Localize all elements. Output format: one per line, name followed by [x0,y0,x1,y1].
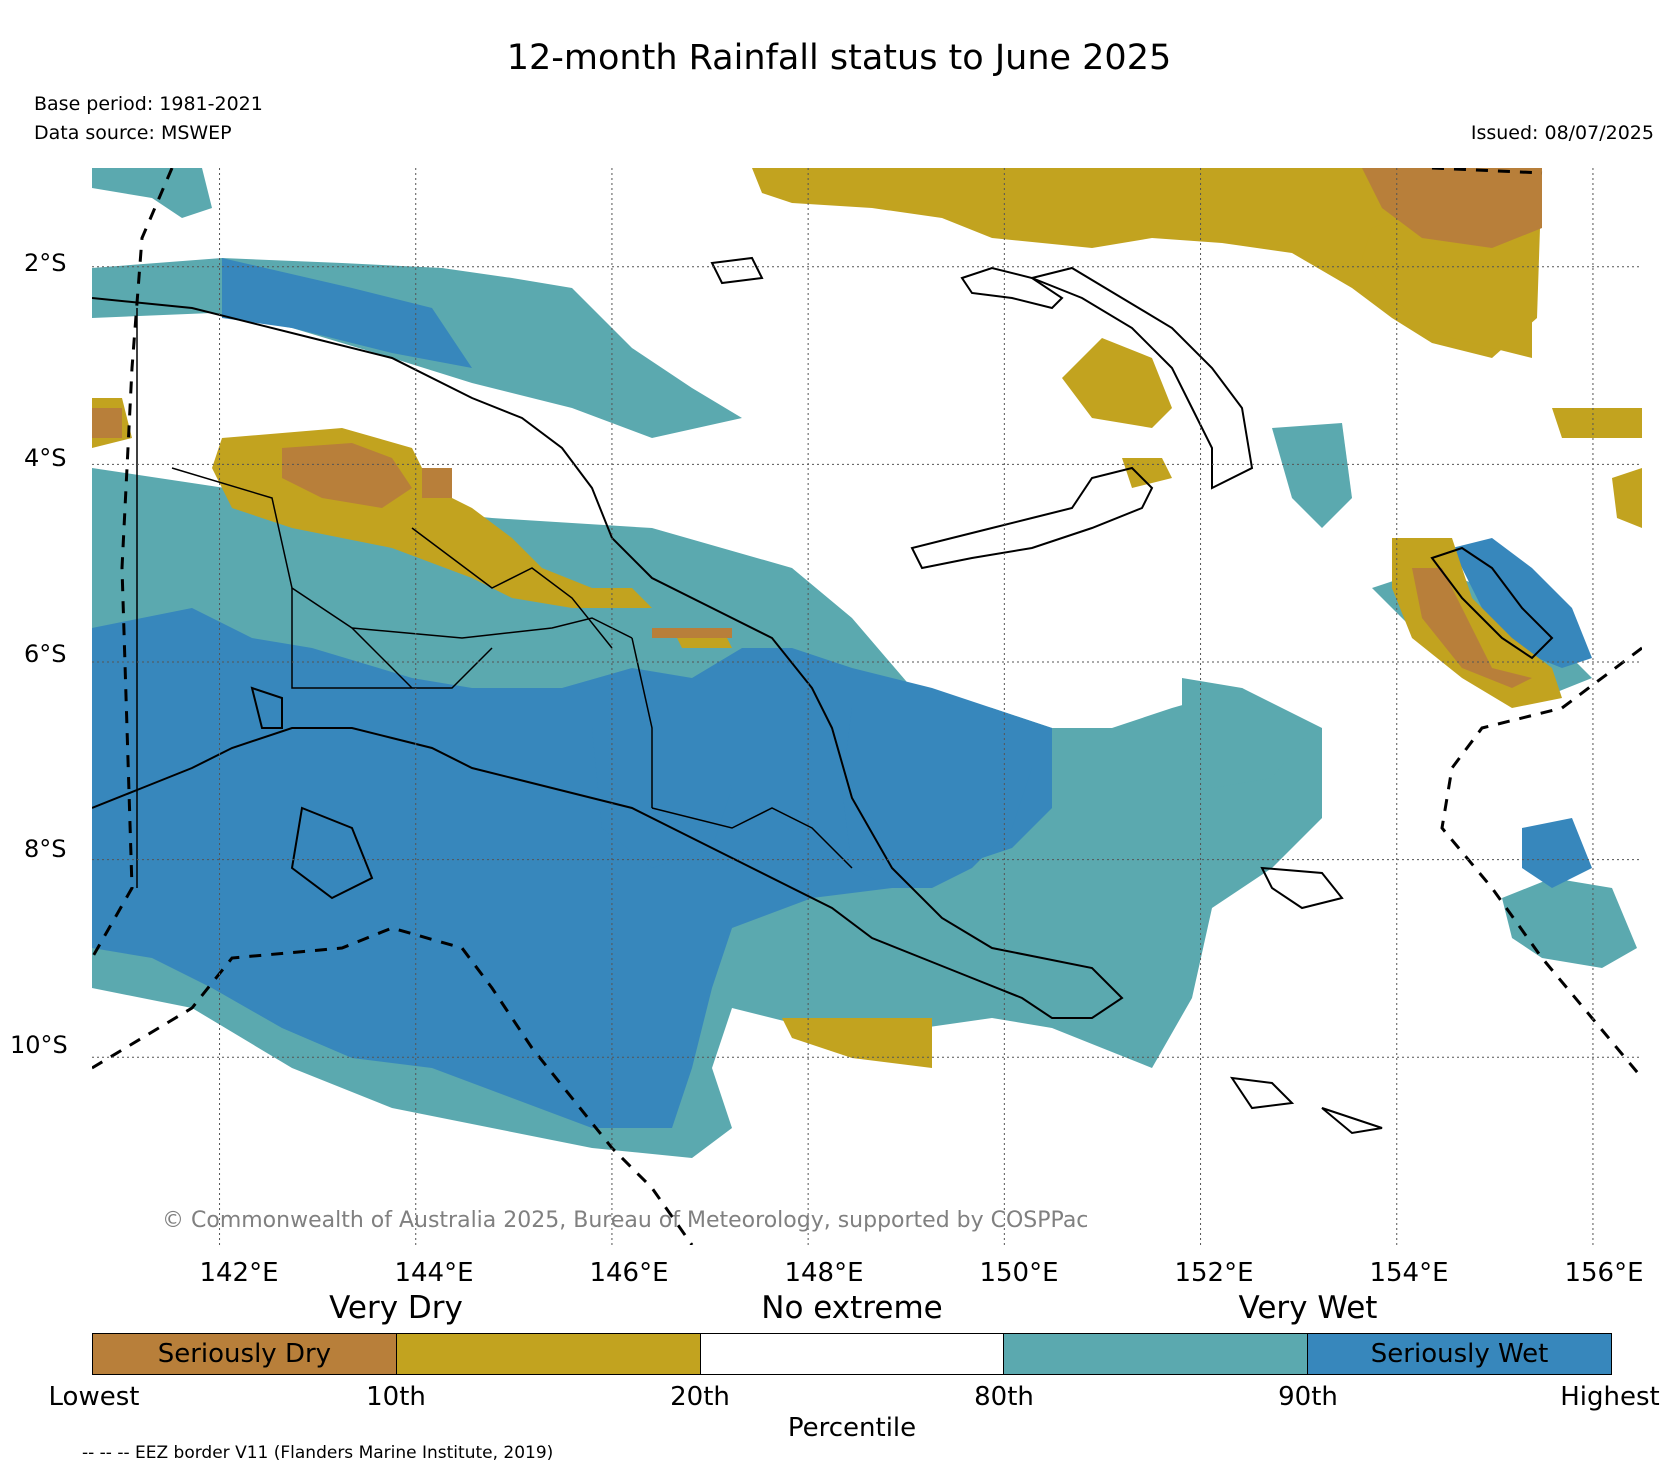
percentile-axis-label: Percentile [787,1413,917,1443]
lon-tick-label: 144°E [394,1258,474,1288]
percentile-label-80th: 80th [974,1382,1034,1412]
legend-category-very-wet: Very Wet [1238,1290,1378,1326]
lon-tick-label: 146°E [589,1258,669,1288]
legend-no-extreme [700,1334,1005,1374]
eez-note: -- -- -- EEZ border V11 (Flanders Marine… [82,1443,554,1463]
percentile-label-lowest: Lowest [48,1382,140,1412]
page-title: 12-month Rainfall status to June 2025 [506,38,1172,78]
lon-tick-label: 150°E [979,1258,1059,1288]
seriously-dry-areas [92,168,1542,688]
lon-tick-label: 152°E [1174,1258,1254,1288]
legend-category-very-dry: Very Dry [329,1290,463,1326]
percentile-label-20th: 20th [670,1382,730,1412]
gridlines [92,168,1642,1245]
percentile-label-highest: Highest [1560,1382,1660,1412]
base-period: Base period: 1981-2021 [34,93,263,115]
eez-borders [92,168,1642,1245]
lat-tick-label: 8°S [24,835,67,863]
percentile-label-10th: 10th [366,1382,426,1412]
legend-category-no-extreme: No extreme [761,1290,943,1326]
data-source: Data source: MSWEP [34,122,232,144]
lon-tick-label: 142°E [199,1258,279,1288]
lon-tick-label: 148°E [784,1258,864,1288]
lon-tick-label: 156°E [1564,1258,1644,1288]
lat-tick-label: 6°S [24,640,67,668]
coastlines [92,256,1554,1135]
lat-tick-label: 2°S [24,249,67,277]
legend-very-dry [396,1334,701,1374]
legend-very-wet [1004,1334,1309,1374]
seriously-wet-areas [92,258,1592,1128]
copyright-notice: © Commonwealth of Australia 2025, Bureau… [162,1208,1089,1233]
legend-seriously-dry: Seriously Dry [93,1334,397,1374]
rainfall-map [92,168,1642,1245]
lon-tick-label: 154°E [1369,1258,1449,1288]
issued-date: Issued: 08/07/2025 [1470,122,1654,144]
legend-colorbar: Seriously Dry Seriously Wet [92,1333,1612,1375]
legend-seriously-wet: Seriously Wet [1308,1334,1611,1374]
lat-tick-label: 10°S [10,1031,68,1059]
borders [136,308,853,888]
lat-tick-label: 4°S [24,444,67,472]
percentile-label-90th: 90th [1278,1382,1338,1412]
